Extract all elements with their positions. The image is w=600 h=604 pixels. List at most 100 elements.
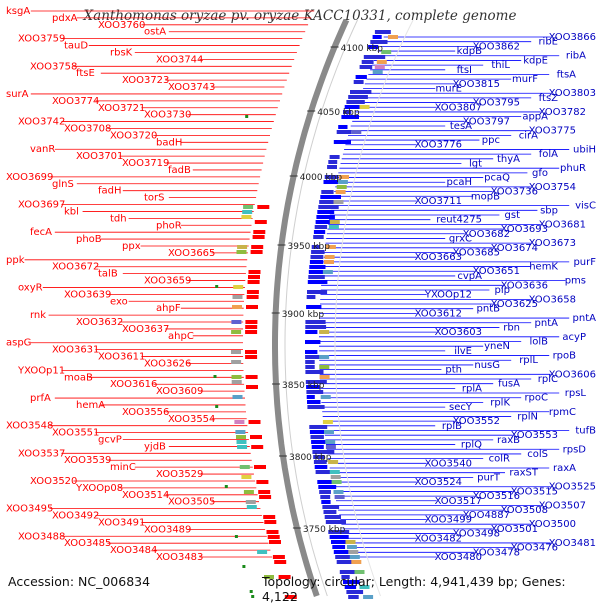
gene-block-reverse <box>278 575 291 579</box>
gene-block-reverse <box>248 420 261 424</box>
gene-block-forward <box>313 460 327 464</box>
gene-block-forward <box>320 195 341 199</box>
tick-mark <box>215 405 219 408</box>
gene-label-right: XOO3682 <box>463 229 510 240</box>
gene-label-right: rplQ <box>461 440 482 451</box>
gene-block-reverse <box>266 530 279 534</box>
gene-block-forward <box>324 515 341 519</box>
gene-label-right: YXOOp12 <box>424 290 472 301</box>
gene-label-left: XOO3760 <box>98 20 145 31</box>
gene-label-right: grxC <box>449 233 472 244</box>
gene-block-reverse <box>245 375 258 379</box>
gene-block-reverse <box>252 235 265 239</box>
gene-block-category <box>333 490 344 494</box>
gene-label-right: rpoB <box>553 351 577 362</box>
gene-block-category <box>329 470 340 474</box>
gene-block-category <box>322 270 333 274</box>
gene-label-left: ppk <box>6 255 25 266</box>
gene-label-right: XOO3625 <box>491 299 538 310</box>
gene-block-forward <box>315 470 333 474</box>
gene-block-category <box>322 420 333 424</box>
gene-label-right: XOO3663 <box>415 252 462 263</box>
gene-block-forward <box>313 455 325 459</box>
gene-label-left: XOO3721 <box>98 103 145 114</box>
gene-label-right: tesA <box>450 121 472 132</box>
gene-block-forward <box>305 380 327 384</box>
tick-mark <box>249 590 253 593</box>
gene-block-reverse <box>245 350 257 354</box>
gene-label-right: appA <box>522 112 548 123</box>
gene-label-left: badH <box>156 137 182 148</box>
gene-label-right: kdpB <box>457 46 482 57</box>
gene-block-forward <box>331 540 353 544</box>
gene-label-left: XOO3659 <box>144 276 191 287</box>
gene-label-left: XOO3759 <box>18 34 65 45</box>
gene-block-forward <box>346 100 365 104</box>
gene-label-left: XOO3701 <box>76 151 123 162</box>
gene-label-left: ppx <box>122 241 141 252</box>
gene-block-forward <box>343 580 360 584</box>
gene-block-reverse <box>253 230 266 234</box>
gene-label-left: yjdB <box>144 441 166 452</box>
gene-block-forward <box>328 530 350 534</box>
gene-label-right: colS <box>527 449 548 460</box>
gene-label-left: XOO3488 <box>18 531 65 542</box>
gene-label-right: rplC <box>538 374 558 385</box>
gene-block-category <box>324 430 334 434</box>
gene-label-right: XOO3815 <box>453 79 500 90</box>
gene-label-left: XOO3616 <box>110 379 157 390</box>
gene-label-right: colR <box>489 454 510 465</box>
gene-block-forward <box>307 290 328 294</box>
tick-mark <box>224 485 228 488</box>
gene-block-category <box>241 215 252 219</box>
gene-block-category <box>231 320 242 324</box>
gene-label-right: rpsL <box>565 388 587 399</box>
gene-block-forward <box>306 385 320 389</box>
gene-block-forward <box>305 355 320 359</box>
gene-block-forward <box>328 160 338 164</box>
gene-block-forward <box>307 405 325 409</box>
gene-label-right: raxB <box>497 435 520 446</box>
gene-label-right: pntA <box>573 313 597 324</box>
gene-block-forward <box>353 80 364 84</box>
gene-block-forward <box>313 230 326 234</box>
gene-block-forward <box>325 520 346 524</box>
gene-block-forward <box>348 95 368 99</box>
gene-block-forward <box>333 140 351 144</box>
gene-block-category <box>236 440 247 444</box>
gene-label-left: XOO3609 <box>156 386 203 397</box>
gene-block-forward <box>306 390 324 394</box>
gene-label-right: pip <box>495 285 510 296</box>
gene-label-right: XOO3866 <box>549 32 596 43</box>
gene-block-category <box>232 305 242 309</box>
gene-block-category <box>325 445 336 449</box>
gene-block-reverse <box>259 495 272 499</box>
gene-block-category <box>319 365 330 369</box>
gene-block-category <box>232 295 243 299</box>
gene-block-category <box>345 540 356 544</box>
gene-label-left: XOO3708 <box>64 124 111 135</box>
gene-label-left: XOO3514 <box>122 490 169 501</box>
gene-block-category <box>334 495 345 499</box>
gene-block-category <box>319 330 330 334</box>
gene-label-left: XOO3539 <box>64 455 111 466</box>
gene-block-forward <box>313 235 324 239</box>
gene-label-left: XOO3730 <box>144 110 191 121</box>
gene-label-left: fadH <box>98 186 122 197</box>
gene-block-category <box>335 190 346 194</box>
gene-label-left: glnS <box>52 179 74 190</box>
gene-label-right: XOO3508 <box>501 505 548 516</box>
gene-label-left: vanR <box>30 144 55 155</box>
gene-label-left: XOO3672 <box>52 262 99 273</box>
gene-block-forward <box>309 265 326 269</box>
gene-label-left: XOO3537 <box>18 448 65 459</box>
gene-label-right: XOO3482 <box>415 533 462 544</box>
gene-label-left: oxyR <box>18 283 43 294</box>
gene-label-left: XOO3491 <box>98 517 145 528</box>
gene-block-category <box>339 175 349 179</box>
gene-block-reverse <box>245 325 258 329</box>
gene-label-right: XOO3500 <box>529 519 576 530</box>
gene-label-left: XOO3699 <box>6 172 53 183</box>
gene-label-right: ribE <box>538 37 558 48</box>
